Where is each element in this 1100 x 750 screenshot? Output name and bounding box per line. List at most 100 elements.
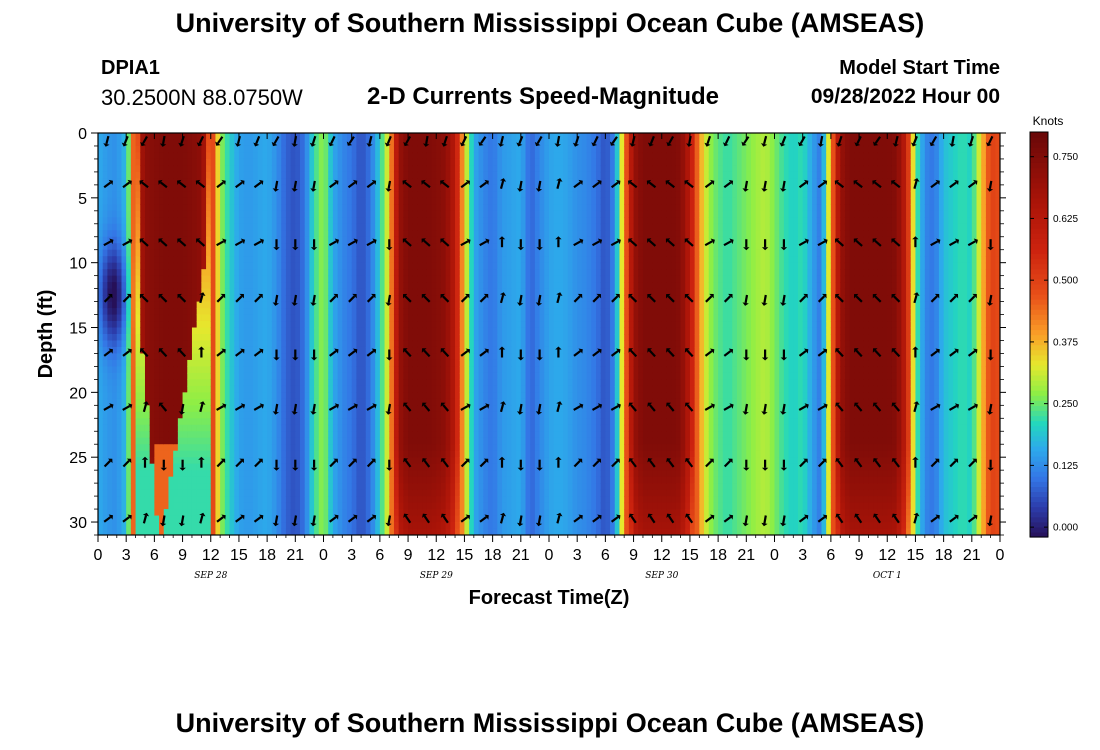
speed-cell [295,522,301,530]
speed-cell [285,392,292,400]
speed-cell [290,308,296,316]
speed-cell [422,256,428,264]
speed-cell [389,457,395,465]
speed-cell [351,483,357,491]
speed-cell [365,476,372,484]
speed-cell [300,262,306,270]
speed-cell [285,197,292,205]
speed-cell [285,522,292,530]
speed-cell [140,496,146,504]
speed-cell [191,204,198,212]
speed-cell [295,210,301,218]
speed-cell [431,489,437,497]
speed-cell [224,145,231,154]
speed-cell [384,463,390,471]
speed-cell [191,301,198,309]
speed-cell [121,314,127,322]
speed-cell [215,385,221,393]
speed-cell [267,243,273,251]
speed-cell [417,191,423,199]
speed-cell [459,204,466,212]
speed-cell [98,327,104,335]
speed-cell [412,327,419,335]
speed-cell [177,249,184,257]
speed-cell [445,133,451,141]
speed-cell [224,133,231,141]
speed-cell [356,152,362,160]
speed-cell [356,236,362,244]
speed-cell [168,470,174,478]
speed-cell [234,139,240,147]
speed-cell [191,256,198,264]
speed-cell [365,398,372,406]
speed-cell [332,450,339,458]
speed-cell [135,340,141,348]
speed-cell [431,398,437,406]
speed-cell [379,217,386,225]
speed-cell [469,418,475,426]
speed-cell [403,463,409,471]
speed-cell [243,528,249,535]
speed-cell [436,275,442,283]
speed-cell [140,463,146,471]
speed-cell [290,282,296,290]
speed-cell [206,496,212,504]
speed-cell [389,321,395,329]
speed-cell [154,444,160,452]
speed-cell [384,405,390,413]
speed-cell [384,230,390,238]
speed-cell [346,359,353,368]
speed-cell [149,340,155,348]
speed-cell [243,522,249,530]
speed-cell [112,411,118,419]
speed-cell [393,282,400,290]
speed-cell [220,489,226,497]
speed-cell [229,411,235,419]
speed-cell [464,223,470,231]
speed-cell [262,152,268,160]
speed-cell [130,217,137,225]
speed-cell [445,398,451,406]
speed-cell [295,171,301,179]
speed-cell [177,145,184,154]
speed-cell [182,197,188,205]
speed-cell [276,308,282,316]
speed-cell [328,256,334,264]
speed-cell [459,470,466,478]
speed-cell [126,334,132,342]
speed-cell [243,165,249,173]
speed-cell [337,418,343,426]
speed-cell [473,314,480,322]
speed-cell [187,372,193,380]
speed-cell [253,171,259,179]
speed-cell [271,295,278,303]
speed-cell [445,197,451,205]
speed-cell [445,191,451,199]
speed-cell [295,346,301,355]
speed-cell [126,509,132,517]
speed-cell [224,483,231,491]
speed-cell [215,340,221,348]
speed-cell [300,197,306,205]
speed-cell [365,275,372,283]
speed-cell [445,327,451,335]
speed-cell [314,379,320,387]
speed-cell [375,489,381,497]
speed-cell [243,327,249,335]
speed-cell [210,165,217,173]
speed-cell [379,191,386,199]
speed-cell [314,424,320,432]
speed-cell [346,385,353,393]
speed-cell [112,165,118,173]
speed-cell [126,282,132,290]
speed-cell [346,288,353,296]
speed-cell [135,346,141,355]
speed-cell [215,314,221,322]
speed-cell [384,522,390,530]
speed-cell [168,171,174,179]
speed-cell [210,236,217,244]
speed-cell [408,197,414,205]
speed-cell [253,334,259,342]
speed-cell [187,496,193,504]
speed-cell [177,210,184,218]
